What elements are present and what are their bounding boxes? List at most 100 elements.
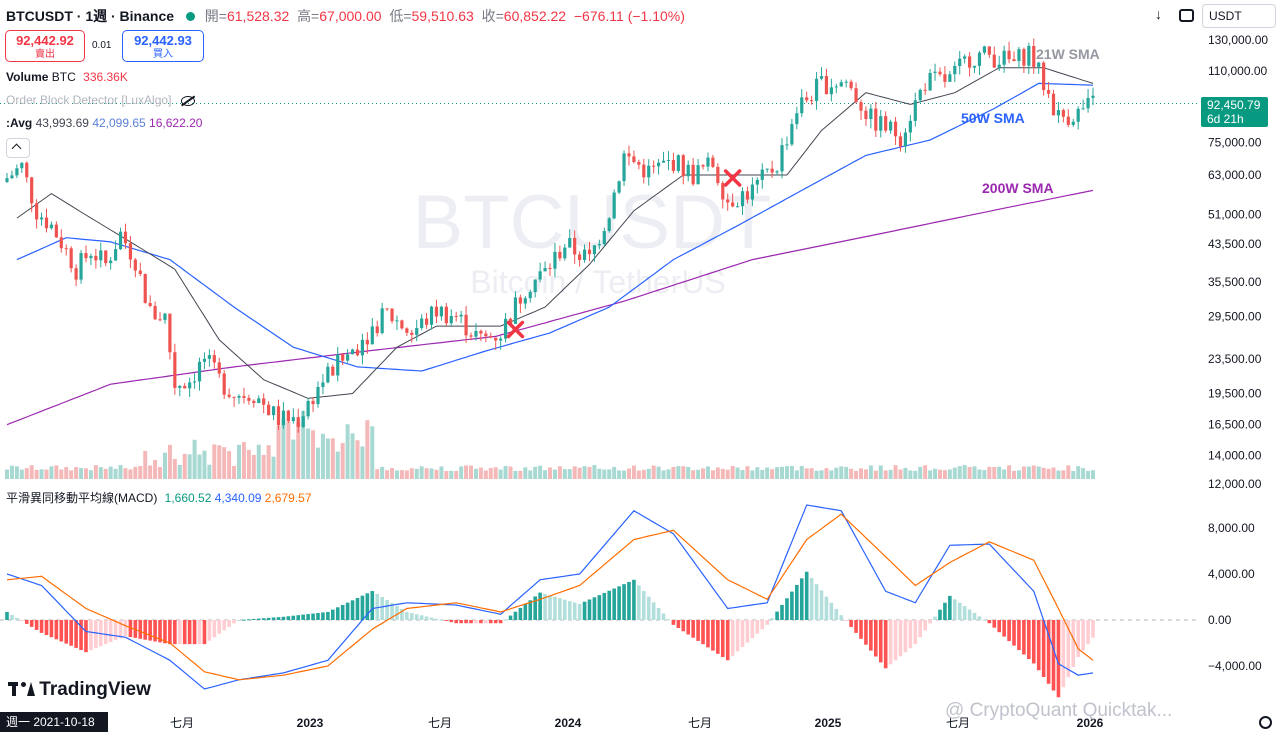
- macd-histogram-bar: [834, 608, 839, 620]
- settings-button[interactable]: [1258, 715, 1274, 731]
- volume-bar: [696, 469, 701, 479]
- macd-histogram-bar: [434, 618, 439, 620]
- volume-bar: [153, 460, 158, 479]
- candle-body: [992, 54, 996, 68]
- macd-histogram-bar: [1076, 620, 1080, 658]
- price-axis-label: 63,000.00: [1208, 168, 1262, 182]
- macd-histogram-bar: [256, 618, 261, 620]
- candle-body: [587, 249, 592, 255]
- macd-histogram-bar: [335, 607, 340, 620]
- macd-histogram-bar: [400, 608, 404, 620]
- volume-bar: [360, 446, 365, 479]
- candle-body: [958, 58, 962, 67]
- candle-body: [676, 155, 680, 171]
- volume-bar: [942, 470, 947, 479]
- candle-body: [1037, 62, 1041, 67]
- tradingview-wordmark: TradingView: [39, 679, 151, 700]
- arrow-down-button[interactable]: ↓: [1148, 4, 1172, 26]
- volume-bar: [64, 467, 69, 479]
- macd-histogram-bar: [252, 618, 256, 620]
- candle-body: [627, 153, 631, 157]
- candle-body: [1071, 121, 1075, 125]
- candle-body: [790, 124, 794, 145]
- macd-histogram-bar: [449, 620, 454, 623]
- candle-body: [227, 394, 231, 397]
- macd-histogram-bar: [1091, 620, 1095, 638]
- candle-body: [923, 89, 927, 91]
- macd-histogram-bar: [454, 620, 459, 624]
- macd-histogram-bar: [1012, 620, 1016, 646]
- volume-bar: [972, 466, 977, 479]
- candle-body: [780, 145, 784, 172]
- macd-histogram-bar: [1066, 620, 1071, 678]
- avg-legend: :Avg 43,993.69 42,099.65 16,622.20: [6, 116, 202, 130]
- macd-histogram-bar: [898, 620, 903, 657]
- macd-histogram-bar: [207, 620, 212, 641]
- candle-body: [701, 165, 705, 167]
- volume-bar: [977, 469, 982, 479]
- macd-histogram-bar: [883, 620, 888, 669]
- macd-histogram-bar: [103, 620, 108, 645]
- macd-histogram-bar: [79, 620, 83, 651]
- volume-bar: [222, 447, 227, 479]
- macd-histogram-bar: [582, 601, 587, 620]
- candle-body: [893, 121, 898, 137]
- macd-histogram-bar: [760, 620, 765, 630]
- volume-bar: [256, 444, 261, 479]
- candle-body: [903, 132, 908, 147]
- volume-bar: [582, 466, 587, 479]
- eye-off-icon[interactable]: [180, 95, 195, 106]
- macd-histogram-bar: [15, 617, 19, 620]
- volume-bar: [937, 469, 942, 479]
- candle-body: [518, 297, 522, 304]
- volume-bar: [587, 466, 592, 479]
- candle-body: [168, 313, 172, 353]
- candle-body: [464, 314, 468, 336]
- candle-body: [400, 320, 404, 329]
- macd-histogram-bar: [706, 620, 710, 648]
- candle-body: [637, 162, 641, 165]
- volume-bar: [760, 469, 765, 479]
- candle-body: [217, 362, 221, 374]
- candle-body: [257, 398, 261, 404]
- macd-histogram-bar: [671, 620, 676, 625]
- candle-body: [484, 333, 488, 337]
- candle-body: [385, 308, 389, 310]
- sell-button[interactable]: 92,442.92 賣出: [5, 30, 85, 62]
- time-axis-label: 七月: [170, 716, 194, 730]
- volume-bar: [863, 469, 868, 479]
- candle-body: [64, 248, 68, 250]
- candle-body: [869, 108, 873, 120]
- macd-histogram-bar: [217, 620, 222, 634]
- volume-bar: [676, 466, 681, 479]
- refresh-icon: [1179, 9, 1194, 22]
- macd-histogram-bar: [84, 620, 88, 653]
- candle-body: [854, 88, 858, 103]
- volume-bar: [1031, 465, 1036, 479]
- macd-histogram-bar: [276, 617, 281, 620]
- refresh-button[interactable]: [1174, 4, 1198, 26]
- macd-histogram-bar: [1056, 620, 1061, 698]
- volume-bar: [207, 464, 212, 479]
- macd-histogram-bar: [646, 596, 651, 620]
- candle-body: [286, 410, 290, 422]
- macd-histogram-bar: [790, 591, 794, 620]
- macd-histogram-bar: [656, 607, 661, 620]
- collapse-legend-button[interactable]: [6, 138, 30, 158]
- candle-body: [987, 46, 991, 55]
- macd-histogram-bar: [829, 602, 834, 620]
- close-label: 收=: [481, 8, 504, 24]
- macd-histogram-bar: [1051, 620, 1056, 691]
- macd-histogram-bar: [182, 620, 187, 645]
- volume-bar: [1066, 465, 1071, 479]
- volume-bar: [1081, 468, 1086, 479]
- volume-bar: [459, 466, 464, 479]
- buy-button[interactable]: 92,442.93 買入: [122, 30, 204, 62]
- macd-histogram-bar: [128, 620, 133, 637]
- candle-body: [444, 306, 448, 324]
- macd-histogram-bar: [651, 602, 656, 620]
- currency-select[interactable]: USDT: [1202, 4, 1276, 28]
- macd-histogram-bar: [854, 620, 858, 633]
- candle-body: [819, 76, 824, 79]
